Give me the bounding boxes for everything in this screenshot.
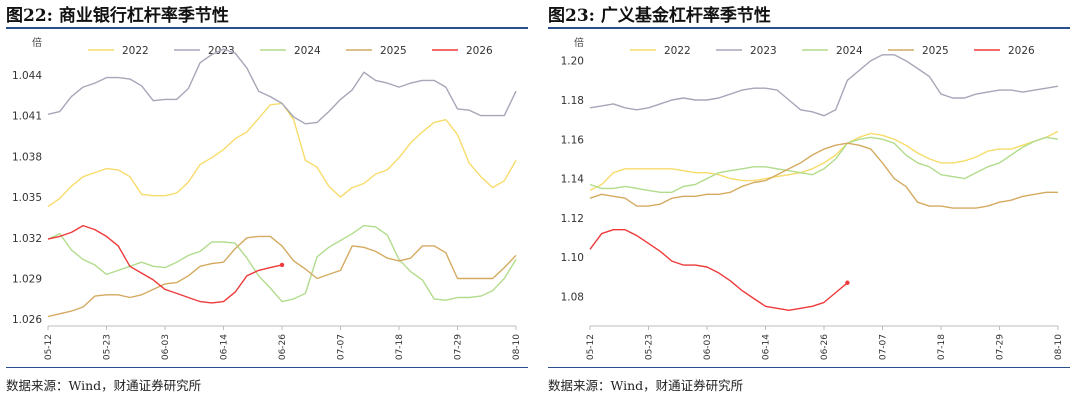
x-tick-label: 06-26 (278, 334, 288, 360)
y-tick-label: 1.18 (561, 95, 584, 107)
legend-label-2026: 2026 (466, 45, 493, 57)
y-tick-label: 1.16 (561, 134, 585, 146)
y-tick-label: 1.029 (12, 274, 42, 286)
y-tick-label: 1.14 (561, 174, 585, 186)
legend-label-2024: 2024 (836, 45, 863, 57)
y-tick-label: 1.044 (12, 70, 42, 82)
title-divider (6, 27, 528, 29)
y-tick-label: 1.026 (12, 314, 42, 326)
y-unit-label: 倍 (574, 36, 584, 49)
series-end-point-2026 (845, 280, 850, 285)
series-line-2026 (589, 229, 848, 311)
title-divider (548, 27, 1070, 29)
line-chart-fund-leverage: 倍 1.08 1.10 1.12 1.14 1.16 1.18 1.20 05-12 05-23 0… (561, 36, 1064, 360)
series-line-2022 (589, 130, 1059, 192)
x-tick-label: 07-29 (454, 334, 464, 360)
x-tick-label: 06-26 (820, 334, 830, 360)
series-line-2025 (47, 235, 517, 318)
chart-panel-left: 图22: 商业银行杠杆率季节性 倍 1.026 1.029 1.032 1.035 1.0… (6, 0, 534, 400)
x-tick-label: 06-03 (161, 334, 171, 360)
y-tick-label: 1.08 (561, 292, 584, 304)
x-tick-label: 08-10 (512, 334, 522, 360)
bottom-divider (548, 367, 1070, 368)
y-tick-label: 1.12 (561, 213, 584, 225)
series-line-2024 (589, 136, 1059, 193)
series-line-2023 (47, 48, 517, 125)
x-tick-label: 05-12 (586, 334, 596, 360)
series-line-2026 (47, 224, 283, 304)
x-tick-label: 07-29 (996, 334, 1006, 360)
series-line-2022 (47, 102, 517, 208)
legend-label-2022: 2022 (122, 45, 149, 57)
line-chart-bank-leverage: 倍 1.026 1.029 1.032 1.035 1.038 1.041 1.044 05-1… (12, 36, 522, 360)
x-tick-label: 06-14 (762, 334, 772, 360)
y-tick-label: 1.038 (12, 151, 42, 163)
series-line-2024 (47, 224, 517, 303)
source-note: 数据来源：Wind，财通证券研究所 (548, 378, 744, 393)
series-line-2025 (589, 142, 1058, 209)
bottom-divider (6, 367, 528, 368)
y-tick-label: 1.20 (561, 56, 584, 68)
legend-label-2025: 2025 (380, 45, 407, 57)
legend-label-2024: 2024 (294, 45, 321, 57)
x-tick-label: 07-07 (337, 334, 347, 360)
legend-label-2022: 2022 (664, 45, 691, 57)
y-tick-label: 1.10 (561, 252, 584, 264)
y-tick-label: 1.041 (12, 111, 42, 123)
y-unit-label: 倍 (32, 36, 42, 49)
y-tick-label: 1.035 (12, 192, 42, 204)
x-tick-label: 06-03 (703, 334, 713, 360)
series-line-2023 (589, 54, 1059, 117)
x-tick-label: 08-10 (1054, 334, 1064, 360)
x-tick-label: 07-07 (879, 334, 889, 360)
source-note: 数据来源：Wind，财通证券研究所 (6, 378, 202, 393)
x-tick-label: 05-12 (44, 334, 54, 360)
y-tick-label: 1.032 (12, 233, 42, 245)
x-tick-label: 07-18 (395, 334, 405, 360)
x-tick-label: 05-23 (645, 334, 655, 360)
chart-panel-right: 图23: 广义基金杠杆率季节性 倍 1.08 1.10 1.12 1.14 1.16 1.1… (548, 0, 1076, 400)
series-end-point-2026 (279, 262, 285, 268)
x-tick-label: 05-23 (103, 334, 113, 360)
chart-title: 图23: 广义基金杠杆率季节性 (548, 6, 771, 26)
x-tick-label: 06-14 (220, 334, 230, 360)
chart-title: 图22: 商业银行杠杆率季节性 (6, 6, 229, 26)
x-tick-label: 07-18 (937, 334, 947, 360)
legend-label-2025: 2025 (922, 45, 949, 57)
legend-label-2026: 2026 (1008, 45, 1035, 57)
legend-label-2023: 2023 (750, 45, 777, 57)
